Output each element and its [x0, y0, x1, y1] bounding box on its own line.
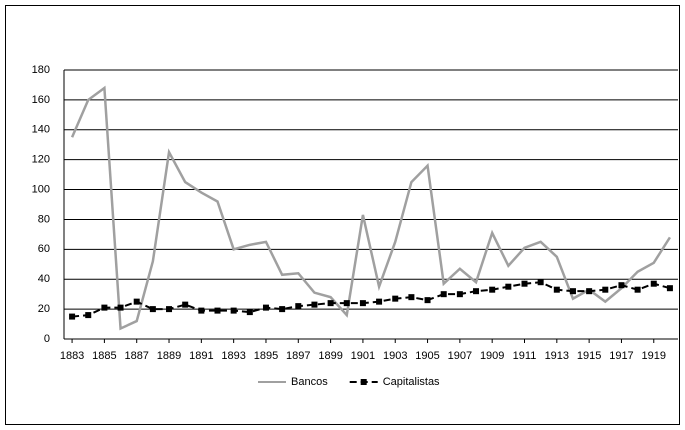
x-tick-label: 1883	[60, 350, 84, 362]
point	[230, 307, 237, 314]
legend-label: Bancos	[291, 376, 328, 388]
x-tick-label: 1903	[383, 350, 407, 362]
point	[198, 307, 205, 314]
point	[618, 282, 625, 289]
y-tick-label: 80	[38, 213, 50, 225]
point	[149, 306, 156, 313]
point	[343, 300, 350, 307]
x-tick-label: 1901	[351, 350, 375, 362]
x-tick-label: 1885	[92, 350, 116, 362]
legend-label: Capitalistas	[383, 376, 440, 388]
point	[295, 303, 302, 310]
point	[359, 300, 366, 307]
point	[214, 307, 221, 314]
point	[424, 297, 431, 304]
y-tick-label: 40	[38, 273, 50, 285]
point	[521, 280, 528, 287]
y-tick-label: 0	[44, 333, 50, 345]
point	[392, 295, 399, 302]
point	[666, 285, 673, 292]
point	[505, 283, 512, 290]
point	[262, 304, 269, 311]
point	[117, 304, 124, 311]
y-tick-label: 60	[38, 243, 50, 255]
point	[408, 294, 415, 301]
x-tick-label: 1895	[254, 350, 278, 362]
point	[311, 301, 318, 308]
y-tick-label: 100	[32, 183, 50, 195]
point	[101, 304, 108, 311]
point	[85, 312, 92, 319]
point	[650, 280, 657, 287]
x-tick-label: 1907	[448, 350, 472, 362]
x-tick-label: 1905	[415, 350, 439, 362]
x-tick-label: 1917	[609, 350, 633, 362]
y-tick-label: 120	[32, 154, 50, 166]
point	[569, 288, 576, 295]
point	[553, 286, 560, 293]
x-tick-label: 1919	[642, 350, 666, 362]
point	[376, 298, 383, 305]
x-tick-label: 1889	[157, 350, 181, 362]
x-tick-label: 1887	[124, 350, 148, 362]
chart-border	[5, 5, 680, 425]
point	[489, 286, 496, 293]
legend-marker	[360, 379, 367, 385]
y-tick-label: 140	[32, 124, 50, 136]
point	[456, 291, 463, 298]
point	[166, 306, 173, 313]
x-tick-label: 1913	[545, 350, 569, 362]
point	[69, 313, 76, 320]
point	[246, 309, 253, 316]
point	[327, 300, 334, 307]
point	[634, 286, 641, 293]
x-tick-label: 1897	[286, 350, 310, 362]
x-tick-label: 1915	[577, 350, 601, 362]
y-tick-label: 160	[32, 94, 50, 106]
y-tick-label: 20	[38, 303, 50, 315]
x-tick-label: 1899	[318, 350, 342, 362]
point	[133, 298, 140, 305]
x-tick-label: 1891	[189, 350, 213, 362]
point	[537, 279, 544, 286]
point	[473, 288, 480, 295]
point	[586, 288, 593, 295]
point	[602, 286, 609, 293]
x-tick-label: 1911	[513, 350, 537, 362]
y-tick-label: 180	[32, 64, 50, 76]
point	[182, 301, 189, 308]
point	[440, 291, 447, 298]
point	[279, 306, 286, 313]
x-tick-label: 1909	[480, 350, 504, 362]
x-tick-label: 1893	[221, 350, 245, 362]
